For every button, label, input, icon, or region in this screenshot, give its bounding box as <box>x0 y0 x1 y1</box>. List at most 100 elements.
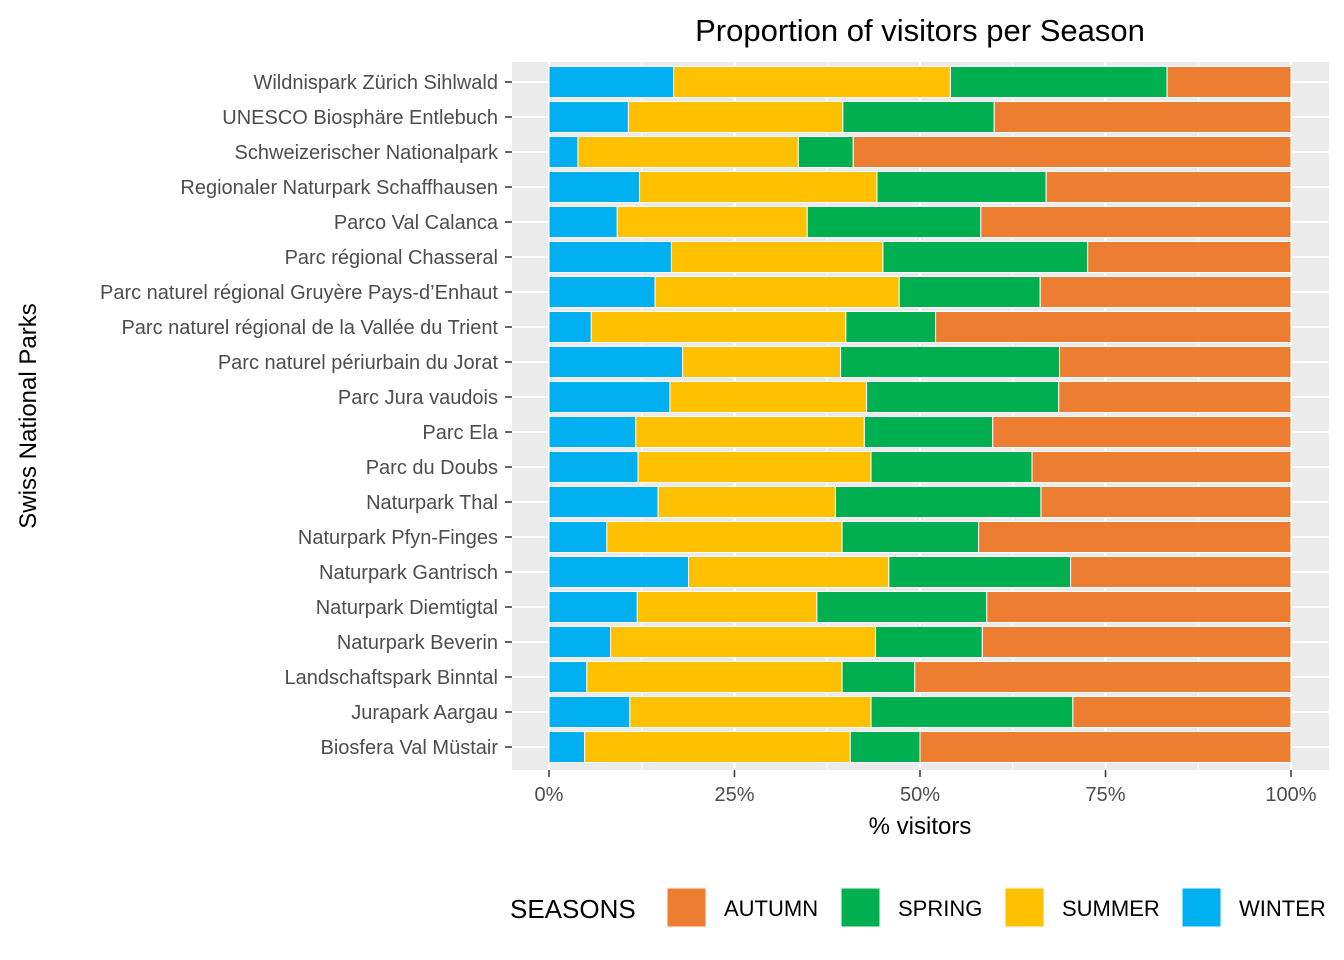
bar-autumn-parc-regional-chasseral <box>1087 241 1292 273</box>
y-tick-label: Landschaftspark Binntal <box>285 667 498 689</box>
bar-winter-regionaler-naturpark-schaffhausen <box>548 171 641 203</box>
bar-summer-parc-du-doubs <box>637 451 872 483</box>
bar-autumn-schweizerischer-nationalpark <box>852 136 1292 168</box>
bar-summer-naturpark-diemtigtal <box>636 591 818 623</box>
y-tick-label: Parc régional Chasseral <box>285 247 498 269</box>
bar-spring-parc-naturel-regional-gruyere-pays-d-enhaut <box>898 276 1041 308</box>
y-tick-label: Naturpark Thal <box>366 492 498 514</box>
y-tick-label: Parc naturel périurbain du Jorat <box>218 352 499 374</box>
bar-autumn-parco-val-calanca <box>980 206 1292 238</box>
bars <box>548 66 1292 763</box>
x-axis-title: % visitors <box>869 813 972 840</box>
bar-autumn-naturpark-pfyn-finges <box>978 521 1292 553</box>
y-tick-label: Jurapark Aargau <box>351 702 498 724</box>
y-tick-label: Parc Jura vaudois <box>338 387 498 409</box>
bar-summer-parc-naturel-regional-gruyere-pays-d-enhaut <box>654 276 900 308</box>
legend-label-autumn: AUTUMN <box>724 896 818 921</box>
bar-winter-biosfera-val-mustair <box>548 731 586 763</box>
bar-spring-biosfera-val-mustair <box>849 731 921 763</box>
y-tick-label: Parc naturel régional Gruyère Pays-d’Enh… <box>100 282 498 304</box>
y-tick-label: Wildnispark Zürich Sihlwald <box>253 72 498 94</box>
bar-spring-jurapark-aargau <box>870 696 1074 728</box>
y-tick-label: Naturpark Beverin <box>337 632 498 654</box>
bar-winter-wildnispark-zurich-sihlwald <box>548 66 675 98</box>
bar-winter-parc-regional-chasseral <box>548 241 672 273</box>
bar-summer-landschaftspark-binntal <box>586 661 843 693</box>
legend-title: SEASONS <box>510 894 636 924</box>
bar-summer-wildnispark-zurich-sihlwald <box>673 66 951 98</box>
y-tick-label: Naturpark Diemtigtal <box>316 597 498 619</box>
legend: SEASONS AUTUMN SPRING SUMMER WINTER <box>510 887 1326 928</box>
bar-spring-naturpark-thal <box>834 486 1042 518</box>
bar-spring-naturpark-pfyn-finges <box>841 521 980 553</box>
bar-winter-parc-naturel-periurbain-du-jorat <box>548 346 684 378</box>
bar-winter-naturpark-diemtigtal <box>548 591 638 623</box>
bar-winter-parco-val-calanca <box>548 206 618 238</box>
bar-spring-parco-val-calanca <box>806 206 982 238</box>
y-tick-label: Parco Val Calanca <box>334 212 499 234</box>
legend-swatch-spring <box>840 887 881 928</box>
bar-winter-parc-naturel-regional-gruyere-pays-d-enhaut <box>548 276 656 308</box>
bar-winter-naturpark-beverin <box>548 626 612 658</box>
bar-autumn-parc-naturel-periurbain-du-jorat <box>1058 346 1292 378</box>
y-tick-label: Naturpark Gantrisch <box>319 562 498 584</box>
bar-autumn-parc-ela <box>992 416 1292 448</box>
bar-autumn-landschaftspark-binntal <box>914 661 1292 693</box>
legend-swatch-autumn <box>666 887 707 928</box>
bar-autumn-naturpark-beverin <box>981 626 1292 658</box>
bar-autumn-jurapark-aargau <box>1072 696 1292 728</box>
x-tick-label: 100% <box>1265 784 1316 806</box>
bar-spring-parc-naturel-periurbain-du-jorat <box>840 346 1060 378</box>
bar-summer-parc-regional-chasseral <box>670 241 884 273</box>
bar-summer-naturpark-gantrisch <box>687 556 890 588</box>
bar-autumn-parc-naturel-regional-de-la-vallee-du-trient <box>935 311 1292 343</box>
bar-winter-parc-ela <box>548 416 637 448</box>
bar-summer-parc-naturel-periurbain-du-jorat <box>682 346 842 378</box>
y-axis: Wildnispark Zürich Sihlwald UNESCO Biosph… <box>100 72 512 759</box>
bar-spring-naturpark-gantrisch <box>888 556 1072 588</box>
y-tick-label: Parc du Doubs <box>366 457 498 479</box>
x-tick-label: 0% <box>535 784 564 806</box>
legend-label-summer: SUMMER <box>1062 896 1160 921</box>
bar-autumn-biosfera-val-mustair <box>919 731 1292 763</box>
x-tick-label: 50% <box>900 784 940 806</box>
x-axis: 0% 25% 50% 75% 100% <box>535 770 1317 806</box>
bar-spring-unesco-biosphare-entlebuch <box>842 101 995 133</box>
bar-autumn-parc-naturel-regional-gruyere-pays-d-enhaut <box>1039 276 1292 308</box>
y-tick-label: Parc Ela <box>422 422 498 444</box>
bar-autumn-parc-jura-vaudois <box>1058 381 1292 413</box>
legend-swatch-winter <box>1181 887 1222 928</box>
bar-spring-parc-ela <box>863 416 994 448</box>
y-tick-label: Regionaler Naturpark Schaffhausen <box>180 177 498 199</box>
bar-summer-jurapark-aargau <box>629 696 872 728</box>
bar-spring-parc-regional-chasseral <box>882 241 1089 273</box>
bar-summer-biosfera-val-mustair <box>584 731 851 763</box>
bar-winter-unesco-biosphare-entlebuch <box>548 101 629 133</box>
bar-summer-regionaler-naturpark-schaffhausen <box>639 171 878 203</box>
bar-autumn-regionaler-naturpark-schaffhausen <box>1045 171 1292 203</box>
y-tick-label: Schweizerischer Nationalpark <box>235 142 499 164</box>
y-tick-label: UNESCO Biosphäre Entlebuch <box>222 107 498 129</box>
bar-winter-parc-du-doubs <box>548 451 639 483</box>
bar-winter-jurapark-aargau <box>548 696 631 728</box>
y-tick-label: Biosfera Val Müstair <box>321 737 499 759</box>
y-tick-label: Parc naturel régional de la Vallée du Tr… <box>121 317 498 339</box>
bar-winter-parc-naturel-regional-de-la-vallee-du-trient <box>548 311 592 343</box>
bar-summer-parc-ela <box>635 416 865 448</box>
bar-winter-naturpark-gantrisch <box>548 556 689 588</box>
bar-summer-parc-jura-vaudois <box>669 381 868 413</box>
bar-autumn-naturpark-diemtigtal <box>986 591 1292 623</box>
bar-winter-naturpark-pfyn-finges <box>548 521 608 553</box>
bar-winter-landschaftspark-binntal <box>548 661 588 693</box>
bar-autumn-unesco-biosphare-entlebuch <box>993 101 1292 133</box>
y-tick-label: Naturpark Pfyn-Finges <box>298 527 498 549</box>
legend-label-spring: SPRING <box>898 896 982 921</box>
bar-summer-unesco-biosphare-entlebuch <box>627 101 844 133</box>
bar-winter-naturpark-thal <box>548 486 659 518</box>
bar-autumn-parc-du-doubs <box>1031 451 1292 483</box>
bar-winter-schweizerischer-nationalpark <box>548 136 579 168</box>
bar-spring-landschaftspark-binntal <box>841 661 916 693</box>
bar-summer-parc-naturel-regional-de-la-vallee-du-trient <box>590 311 847 343</box>
legend-swatch-summer <box>1004 887 1045 928</box>
